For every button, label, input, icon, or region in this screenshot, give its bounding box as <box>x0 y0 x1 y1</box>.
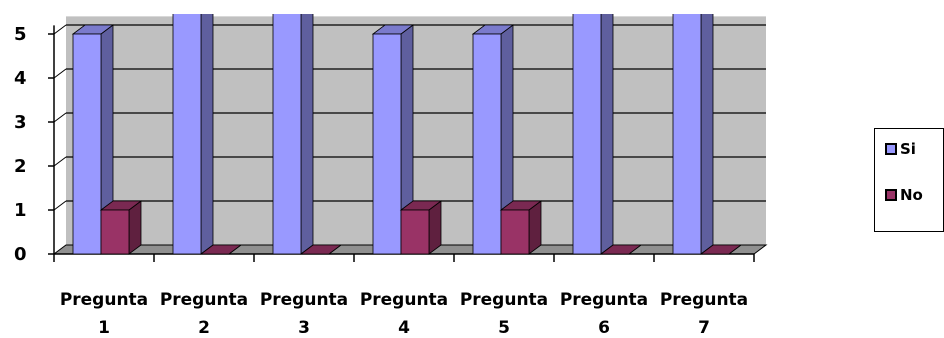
bar-si-6-side <box>600 14 614 255</box>
bar-si-7 <box>672 14 714 255</box>
bar-no-1-front <box>100 209 130 255</box>
category-label: Pregunta <box>560 290 648 310</box>
gridline-side <box>53 156 67 167</box>
bar-si-5-front <box>472 33 502 255</box>
bar-si-4 <box>371 24 415 255</box>
bar-no-3-top <box>299 244 343 255</box>
bar-si-6 <box>572 14 614 255</box>
category-label: 7 <box>698 318 710 338</box>
bar-si-4-front <box>372 33 402 255</box>
legend-item-si: Si <box>885 140 916 158</box>
bar-no-5-front <box>500 209 530 255</box>
bar-si-6-front <box>572 14 602 255</box>
gridline-side <box>53 112 67 123</box>
legend: Si No <box>874 128 944 232</box>
bar-si-1 <box>71 24 115 255</box>
bar-no-1 <box>99 200 143 255</box>
bar-no-6 <box>599 244 643 255</box>
legend-item-no: No <box>885 186 923 204</box>
category-label: Pregunta <box>360 290 448 310</box>
category-label: Pregunta <box>160 290 248 310</box>
bar-si-7-side <box>700 14 714 255</box>
category-label: 5 <box>498 318 510 338</box>
y-tick-label: 4 <box>14 68 27 89</box>
category-label: 3 <box>298 318 310 338</box>
legend-swatch-si <box>885 143 897 155</box>
bar-si-2 <box>172 14 214 255</box>
category-label: Pregunta <box>260 290 348 310</box>
legend-label-si: Si <box>900 140 916 158</box>
bar-no-7 <box>699 244 743 255</box>
y-tick-label: 0 <box>14 244 27 265</box>
bar-no-7-top <box>699 244 743 255</box>
bar-no-5 <box>499 200 543 255</box>
y-tick-label: 3 <box>14 112 27 133</box>
category-label: 4 <box>398 318 410 338</box>
bar-no-4-front <box>400 209 430 255</box>
category-label: 6 <box>598 318 610 338</box>
bar-no-6-top <box>599 244 643 255</box>
x-category-labels: Pregunta 1 Pregunta 2 Pregunta 3 Pregunta 4 Preg… <box>60 290 748 338</box>
bar-si-1-front <box>72 33 102 255</box>
y-tick-label: 1 <box>14 200 27 221</box>
category-label: Pregunta <box>460 290 548 310</box>
gridline-side <box>53 24 67 35</box>
legend-swatch-no <box>885 189 897 201</box>
y-tick-label: 2 <box>14 156 27 177</box>
bar-si-2-side <box>200 14 214 255</box>
category-label: Pregunta <box>60 290 148 310</box>
bars <box>71 14 743 255</box>
category-label: Pregunta <box>660 290 748 310</box>
bar-si-3 <box>272 14 314 255</box>
gridline-side <box>53 68 67 79</box>
bar-no-3 <box>299 244 343 255</box>
bar-no-4 <box>399 200 443 255</box>
y-tick-labels: 0 1 2 3 4 5 <box>14 24 27 265</box>
bar-no-2-top <box>199 244 243 255</box>
y-tick-label: 5 <box>14 24 27 45</box>
category-label: 1 <box>98 318 110 338</box>
gridline-side <box>53 200 67 211</box>
legend-label-no: No <box>900 186 923 204</box>
bar-no-2 <box>199 244 243 255</box>
bar-si-2-front <box>172 14 202 255</box>
bar-si-3-front <box>272 14 302 255</box>
bar-si-7-front <box>672 14 702 255</box>
bar-si-5 <box>471 24 515 255</box>
category-label: 2 <box>198 318 210 338</box>
bar-si-3-side <box>300 14 314 255</box>
